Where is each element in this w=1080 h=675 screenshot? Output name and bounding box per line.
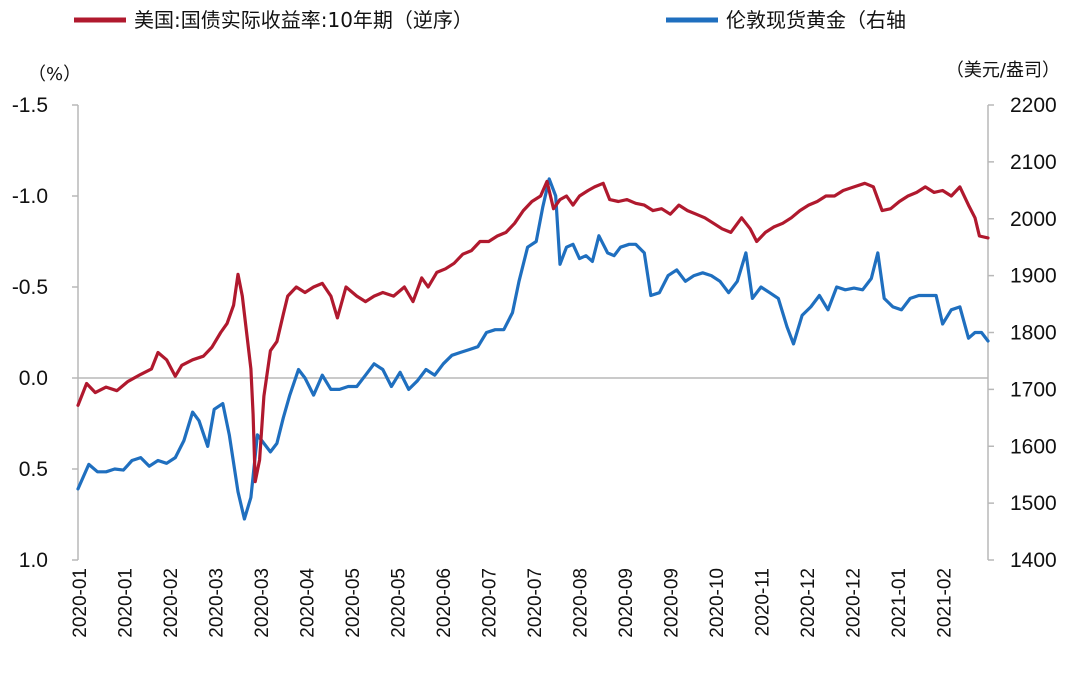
x-tick-label: 2020-03 — [207, 568, 228, 638]
x-axis-ticks: 2020-01 2020-01 2020-02 2020-03 2020-03 2020-… — [70, 568, 956, 638]
legend: 美国:国债实际收益率:10年期（逆序） 伦敦现货黄金（右轴 — [74, 8, 906, 32]
right-tick-label: 1700 — [1010, 378, 1057, 401]
x-tick-label: 2020-05 — [389, 568, 410, 638]
x-tick-label: 2020-04 — [298, 568, 319, 638]
x-tick-label: 2020-10 — [707, 568, 728, 638]
right-axis-ticks: 1400 1500 1600 1700 1800 1900 2000 2100 2200 — [988, 94, 1057, 572]
right-tick-label: 1800 — [1010, 322, 1057, 345]
right-tick-label: 2000 — [1010, 208, 1057, 231]
plot-area — [76, 177, 990, 521]
legend-label-gold: 伦敦现货黄金（右轴 — [726, 8, 906, 32]
left-tick-label: -1.5 — [12, 94, 48, 117]
real-yield-line — [76, 179, 990, 484]
x-tick-label: 2020-12 — [798, 568, 819, 638]
right-tick-label: 2100 — [1010, 151, 1057, 174]
x-tick-label: 2021-01 — [889, 568, 910, 638]
x-tick-label: 2021-02 — [935, 568, 956, 638]
left-axis-unit: （%） — [28, 64, 81, 85]
x-tick-label: 2020-02 — [161, 568, 182, 638]
right-tick-label: 1600 — [1010, 435, 1057, 458]
x-tick-label: 2020-07 — [480, 568, 501, 638]
legend-label-real-yield: 美国:国债实际收益率:10年期（逆序） — [134, 8, 473, 32]
right-tick-label: 1400 — [1010, 549, 1057, 572]
gold-price-line — [76, 177, 990, 521]
right-tick-label: 1500 — [1010, 492, 1057, 515]
x-tick-label: 2020-11 — [753, 568, 774, 636]
left-tick-label: -1.0 — [12, 185, 48, 208]
axes — [77, 105, 989, 560]
left-axis-ticks: -1.5 -1.0 -0.5 0.0 0.5 1.0 — [12, 94, 78, 572]
x-tick-label: 2020-05 — [343, 568, 364, 638]
x-tick-label: 2020-01 — [116, 568, 137, 638]
x-tick-label: 2020-12 — [844, 568, 865, 638]
left-tick-label: 1.0 — [19, 549, 48, 572]
right-tick-label: 2200 — [1010, 94, 1057, 117]
right-axis-unit: （美元/盎司） — [946, 60, 1060, 81]
left-tick-label: -0.5 — [12, 276, 48, 299]
x-tick-label: 2020-06 — [434, 568, 455, 638]
x-tick-label: 2020-07 — [525, 568, 546, 638]
left-tick-label: 0.5 — [19, 458, 48, 481]
right-tick-label: 1900 — [1010, 265, 1057, 288]
x-tick-label: 2020-03 — [252, 568, 273, 638]
x-tick-label: 2020-01 — [70, 568, 91, 638]
x-tick-label: 2020-09 — [662, 568, 683, 638]
x-tick-label: 2020-08 — [571, 568, 592, 638]
x-tick-label: 2020-09 — [616, 568, 637, 638]
left-tick-label: 0.0 — [19, 367, 48, 390]
